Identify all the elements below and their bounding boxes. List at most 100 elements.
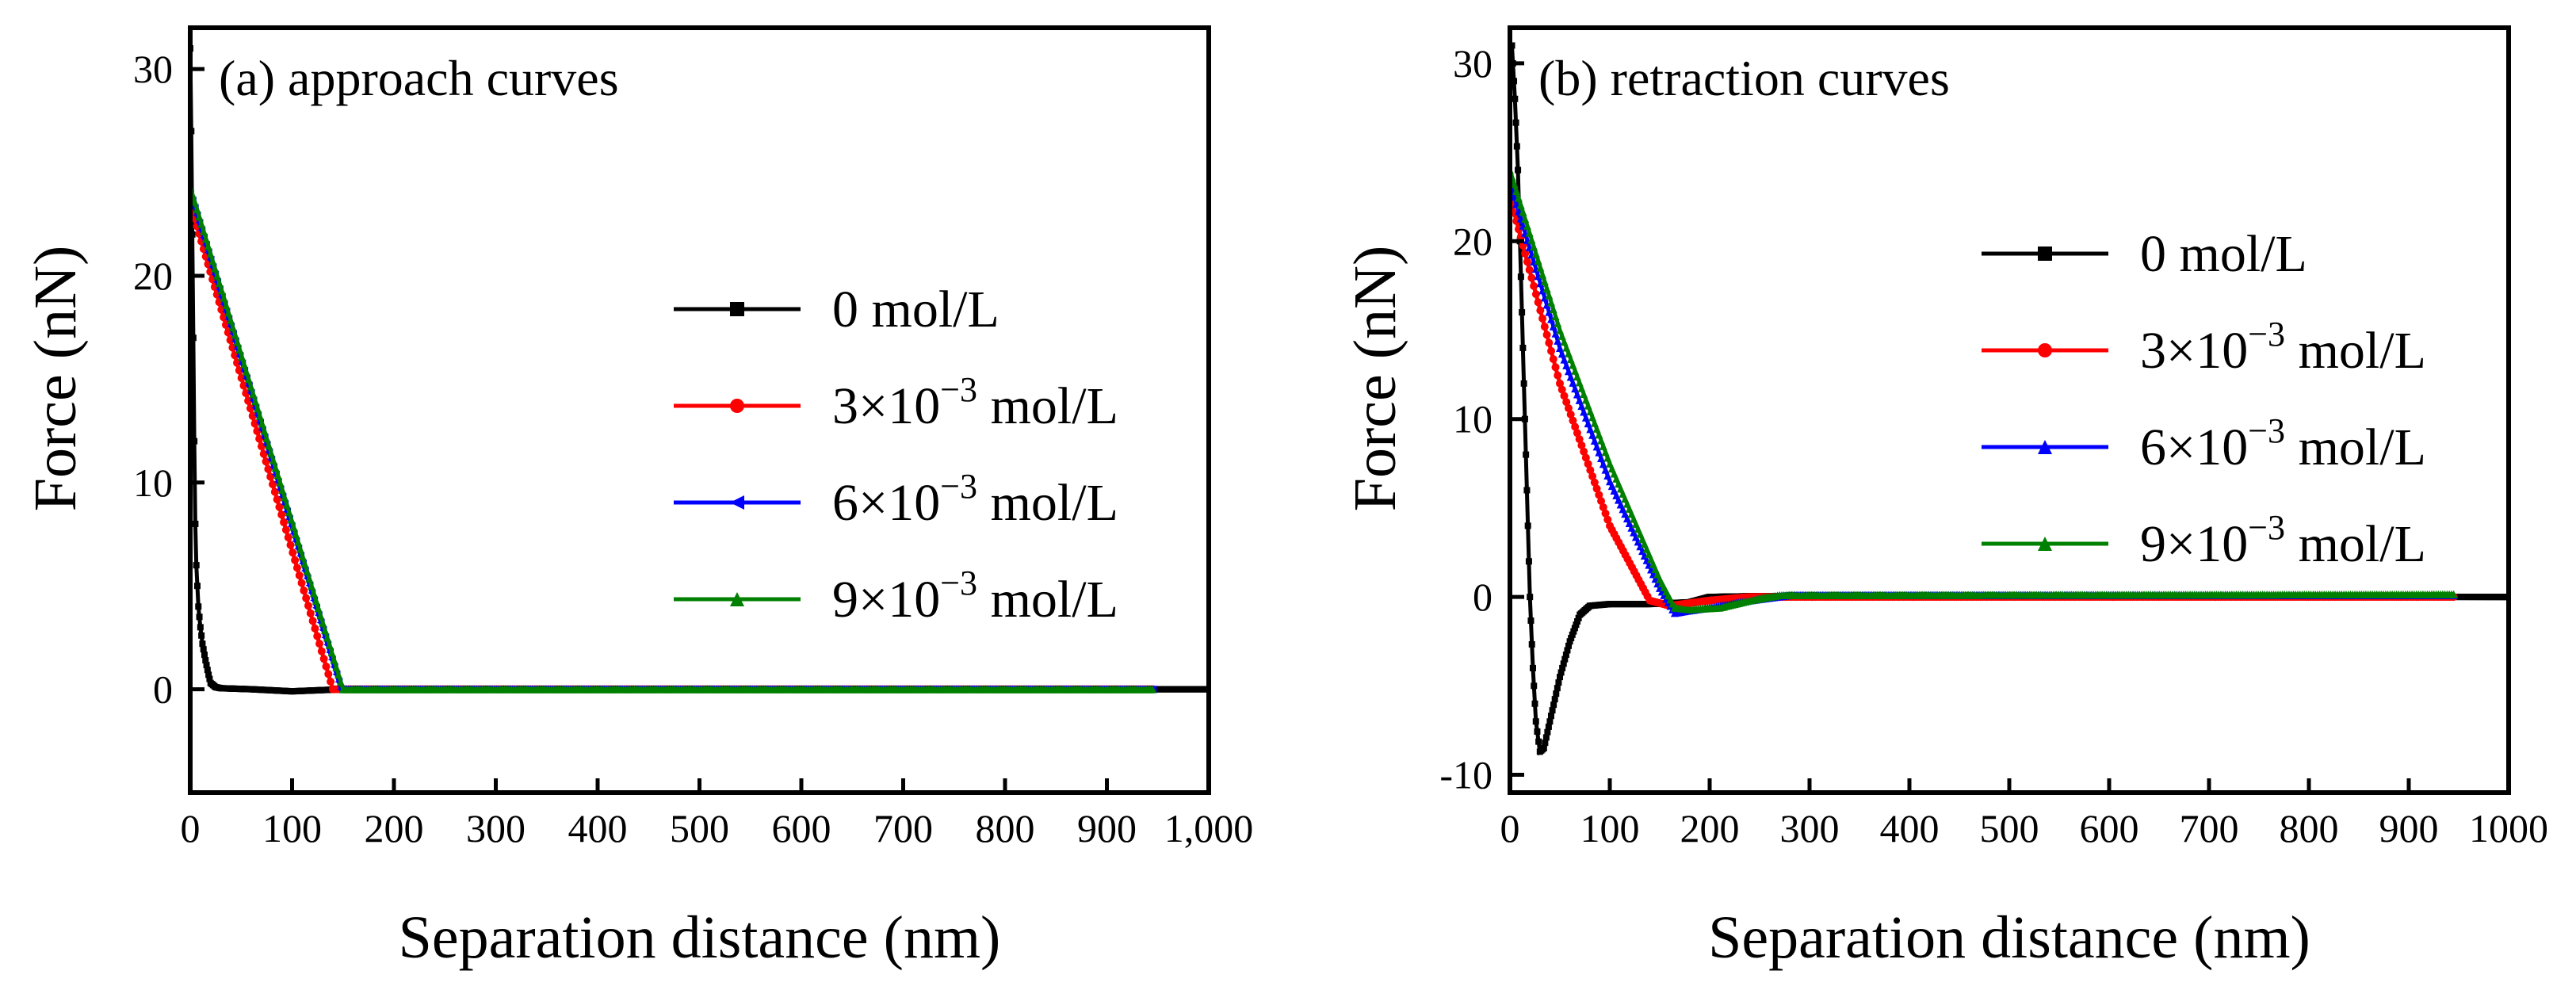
data-point <box>1569 631 1576 638</box>
data-point <box>1525 558 1532 565</box>
legend-marker <box>730 302 744 316</box>
data-point <box>1557 385 1566 394</box>
data-point <box>1601 465 1610 474</box>
data-point <box>1601 448 1610 457</box>
data-point <box>1512 186 1521 195</box>
data-point <box>1521 249 1530 258</box>
data-point <box>1538 314 1547 323</box>
data-point <box>1554 336 1562 345</box>
data-point <box>1566 373 1575 381</box>
x-tick-label: 600 <box>2080 806 2139 850</box>
x-tick-label: 300 <box>1780 806 1840 850</box>
data-point <box>191 438 198 445</box>
legend-label: 9×10−3 mol/L <box>2140 508 2426 573</box>
data-point <box>286 541 295 549</box>
data-point <box>1534 256 1542 265</box>
data-point <box>200 227 208 235</box>
data-point <box>1560 355 1569 364</box>
data-point <box>1531 249 1540 258</box>
data-point <box>1528 640 1535 648</box>
data-point <box>1555 679 1562 686</box>
legend-item-4: 9×10−3 mol/L <box>674 564 1118 629</box>
data-point <box>1588 472 1597 480</box>
data-point <box>1580 407 1588 416</box>
data-point <box>1545 338 1554 347</box>
data-point <box>1527 617 1535 625</box>
data-point <box>267 449 276 457</box>
data-point <box>1538 270 1547 279</box>
data-point <box>1549 305 1557 314</box>
data-point <box>1577 384 1586 392</box>
data-point <box>1540 277 1549 286</box>
data-point <box>1573 621 1580 629</box>
data-point <box>1561 655 1569 663</box>
data-point <box>1551 696 1558 703</box>
x-tick-label: 100 <box>262 806 322 850</box>
data-point <box>1536 306 1545 315</box>
data-point <box>1580 390 1588 399</box>
data-point <box>1536 263 1545 272</box>
data-point <box>1542 300 1551 309</box>
data-point <box>1592 484 1601 493</box>
data-point <box>1512 95 1519 102</box>
data-point <box>238 353 247 361</box>
x-tick-label: 200 <box>1680 806 1740 850</box>
data-point <box>255 434 264 443</box>
data-point <box>197 624 204 631</box>
data-point <box>289 522 298 531</box>
data-point <box>1569 361 1577 369</box>
data-point <box>1575 396 1584 404</box>
data-point <box>1542 284 1551 292</box>
data-point <box>313 632 322 640</box>
x-tick-label: 900 <box>1077 806 1137 850</box>
data-point <box>1516 201 1525 209</box>
data-point <box>1597 436 1606 445</box>
data-point <box>1586 425 1595 434</box>
data-point <box>295 571 304 579</box>
data-point <box>1551 363 1560 372</box>
data-point <box>200 646 207 653</box>
data-point <box>250 419 259 428</box>
data-point <box>324 670 333 678</box>
data-point <box>199 640 206 648</box>
data-point <box>1559 664 1566 671</box>
data-point <box>1547 315 1556 323</box>
legend-item-1: 0 mol/L <box>674 281 999 338</box>
data-point <box>1577 441 1586 449</box>
data-point <box>319 655 328 663</box>
data-point <box>1566 410 1575 418</box>
data-point <box>277 510 286 519</box>
data-point <box>1577 402 1586 411</box>
data-point <box>1590 478 1599 487</box>
data-point <box>233 358 242 367</box>
data-point <box>262 457 270 466</box>
data-point <box>1560 660 1567 667</box>
data-point <box>249 389 258 398</box>
data-point <box>1542 740 1549 747</box>
data-point <box>1592 442 1601 451</box>
data-point <box>190 197 199 206</box>
data-point <box>1597 497 1606 506</box>
data-point <box>1531 682 1538 690</box>
x-tick-label: 0 <box>181 806 201 850</box>
legend-label: 6×10−3 mol/L <box>832 467 1118 532</box>
data-point <box>1588 430 1597 439</box>
chart-title: (b) retraction curves <box>1538 50 1950 106</box>
data-point <box>1527 235 1536 244</box>
data-point <box>248 411 257 420</box>
data-point <box>300 587 308 595</box>
legend-marker <box>2038 440 2052 454</box>
data-point <box>201 652 208 659</box>
data-point <box>1564 349 1573 357</box>
legend-marker <box>730 399 744 413</box>
data-point <box>1592 424 1601 433</box>
data-point <box>224 308 233 317</box>
x-tick-label: 700 <box>2180 806 2239 850</box>
data-point <box>1521 415 1528 422</box>
data-point <box>1569 416 1577 425</box>
x-tick-label: 0 <box>1500 806 1520 850</box>
data-point <box>305 574 314 583</box>
data-point <box>1557 350 1566 358</box>
data-point <box>298 552 307 560</box>
data-point <box>1515 166 1522 174</box>
